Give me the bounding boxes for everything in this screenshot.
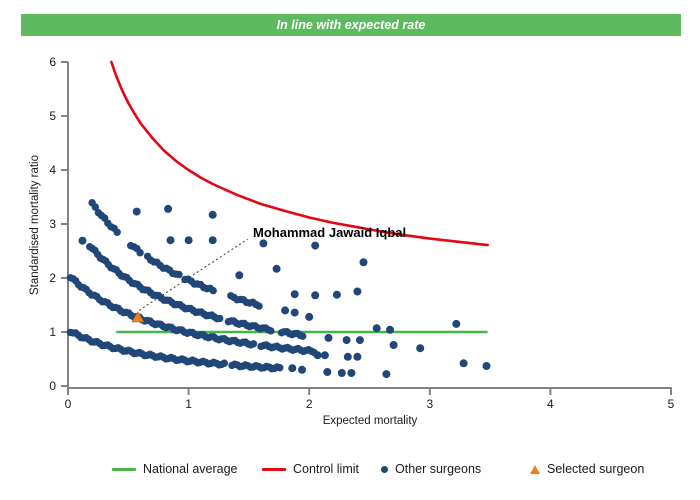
selected-surgeon-triangle-icon — [530, 464, 540, 474]
legend-item-control-limit: Control limit — [262, 460, 359, 478]
legend-label: National average — [143, 462, 238, 476]
legend-label: Selected surgeon — [547, 462, 645, 476]
legend: National average Control limit Other sur… — [0, 460, 700, 480]
status-banner: In line with expected rate — [21, 14, 681, 36]
x-tick-label: 0 — [65, 397, 72, 411]
legend-label: Other surgeons — [395, 462, 482, 476]
control-limit-curve — [110, 60, 489, 247]
y-tick-label: 6 — [49, 55, 56, 69]
status-banner-label: In line with expected rate — [276, 18, 426, 32]
control-limit-line-icon — [262, 467, 286, 471]
y-tick-label: 3 — [49, 217, 56, 231]
selected-surgeon-label: Mohammad Jawaid Iqbal — [253, 225, 406, 240]
legend-item-selected-surgeon: Selected surgeon — [530, 460, 644, 478]
axes: 0 1 2 3 4 5 6 0 1 2 3 4 5 — [49, 55, 674, 411]
selected-surgeon-marker[interactable] — [131, 238, 248, 323]
x-axis-title: Expected mortality — [323, 415, 418, 427]
y-axis-title: Standardised mortality ratio — [29, 155, 41, 295]
x-tick-label: 5 — [668, 397, 675, 411]
x-tick-label: 4 — [547, 397, 554, 411]
y-tick-label: 4 — [49, 163, 56, 177]
legend-item-national-average: National average — [112, 460, 238, 478]
x-tick-label: 1 — [185, 397, 192, 411]
other-surgeons-points[interactable] — [66, 199, 491, 379]
legend-item-other-surgeons: Other surgeons — [381, 460, 481, 478]
y-tick-label: 0 — [49, 379, 56, 393]
x-tick-label: 2 — [306, 397, 313, 411]
y-tick-label: 2 — [49, 271, 56, 285]
other-surgeons-dot-icon — [381, 465, 388, 473]
x-tick-label: 3 — [426, 397, 433, 411]
y-tick-label: 1 — [49, 325, 56, 339]
legend-label: Control limit — [293, 462, 359, 476]
y-tick-label: 5 — [49, 109, 56, 123]
national-average-line-icon — [112, 467, 136, 471]
